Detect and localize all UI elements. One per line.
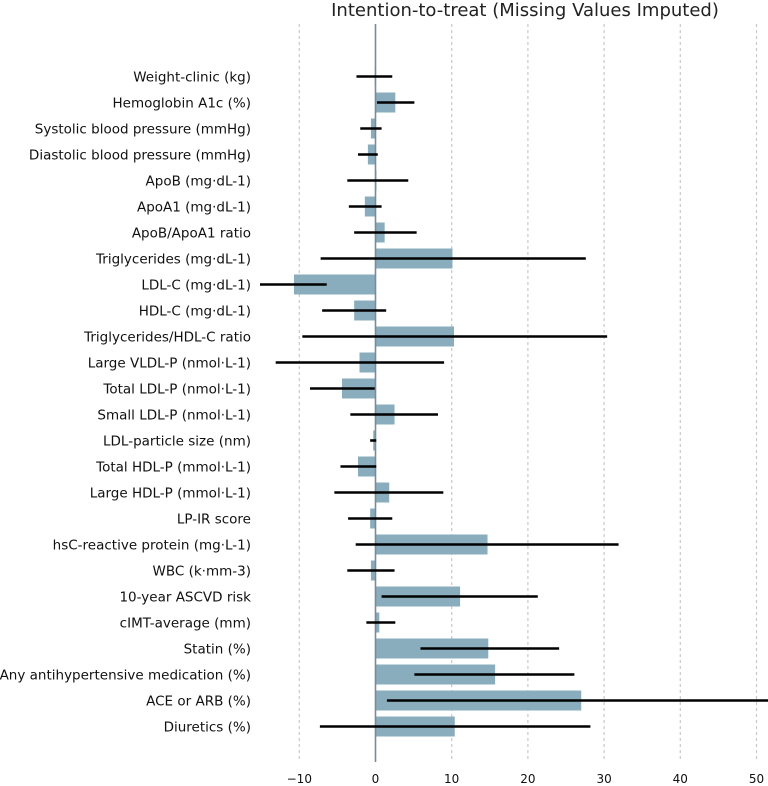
category-label: hsC-reactive protein (mg·L-1) <box>53 538 251 554</box>
category-label: Hemoglobin A1c (%) <box>112 96 251 112</box>
category-label: Large HDL-P (mmol·L-1) <box>90 486 251 502</box>
category-label: ApoB (mg·dL-1) <box>146 174 251 190</box>
x-tick-label: 20 <box>520 772 535 786</box>
category-label: ACE or ARB (%) <box>146 694 251 710</box>
category-label: Large VLDL-P (nmol·L-1) <box>88 356 251 372</box>
category-label: Systolic blood pressure (mmHg) <box>35 122 251 138</box>
category-label: Weight-clinic (kg) <box>133 70 251 86</box>
category-label: 10-year ASCVD risk <box>119 590 251 606</box>
category-label: WBC (k·mm-3) <box>153 564 252 580</box>
gridlines <box>298 24 758 762</box>
x-tick-label: 10 <box>444 772 459 786</box>
category-label: LP-IR score <box>177 512 251 528</box>
category-label: Diastolic blood pressure (mmHg) <box>29 148 251 164</box>
x-axis-ticks: −10 0 10 20 30 40 50 <box>287 772 765 786</box>
category-label: ApoA1 (mg·dL-1) <box>137 200 251 216</box>
category-label: Total LDL-P (nmol·L-1) <box>102 382 251 398</box>
x-tick-label: 40 <box>673 772 688 786</box>
x-tick-label: −10 <box>287 772 312 786</box>
category-label: cIMT-average (mm) <box>120 616 251 632</box>
category-label: LDL-particle size (nm) <box>103 434 251 450</box>
error-bars <box>260 75 768 728</box>
x-tick-label: 30 <box>596 772 611 786</box>
category-label: LDL-C (mg·dL-1) <box>141 278 251 294</box>
category-label: Any antihypertensive medication (%) <box>0 668 251 684</box>
bars <box>293 66 582 737</box>
category-label: Small LDL-P (nmol·L-1) <box>97 408 251 424</box>
chart-title: Intention-to-treat (Missing Values Imput… <box>331 0 719 21</box>
category-label: Diuretics (%) <box>164 720 251 736</box>
category-label: Triglycerides/HDL-C ratio <box>83 330 251 346</box>
x-tick-label: 0 <box>372 772 380 786</box>
category-label: Statin (%) <box>184 642 251 658</box>
category-label: ApoB/ApoA1 ratio <box>132 226 251 242</box>
bar <box>293 274 376 295</box>
category-label: HDL-C (mg·dL-1) <box>139 304 251 320</box>
category-label: Triglycerides (mg·dL-1) <box>95 252 251 268</box>
x-tick-label: 50 <box>749 772 764 786</box>
category-labels: Weight-clinic (kg) Hemoglobin A1c (%) Syst… <box>0 70 251 736</box>
category-label: Total HDL-P (mmol·L-1) <box>95 460 251 476</box>
